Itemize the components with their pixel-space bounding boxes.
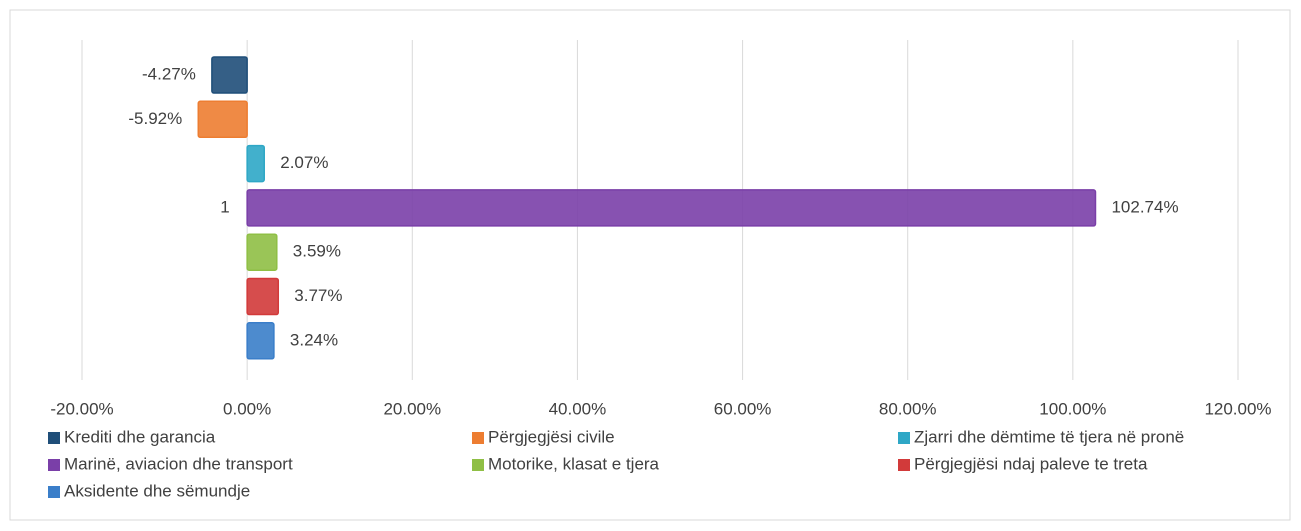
legend-swatch (48, 459, 60, 471)
x-tick-label: 80.00% (879, 399, 937, 418)
data-label: 3.77% (294, 286, 342, 305)
legend-label: Marinë, aviacion dhe transport (64, 454, 293, 473)
bar (246, 277, 280, 316)
y-tick-label: 1 (220, 197, 229, 216)
legend-swatch (472, 459, 484, 471)
bar (246, 233, 278, 271)
bar (197, 100, 248, 139)
x-tick-label: 120.00% (1204, 399, 1271, 418)
x-tick-label: 60.00% (714, 399, 772, 418)
legend-label: Zjarri dhe dëmtime të tjera në pronë (914, 427, 1184, 446)
legend-label: Aksidente dhe sëmundje (64, 481, 250, 500)
legend-swatch (48, 486, 60, 498)
data-label: -5.92% (128, 109, 182, 128)
legend-swatch (898, 432, 910, 444)
legend-label: Krediti dhe garancia (64, 427, 216, 446)
data-label: 3.59% (293, 242, 341, 261)
data-label: 2.07% (280, 153, 328, 172)
x-tick-label: -20.00% (50, 399, 113, 418)
legend-label: Përgjegjësi civile (488, 427, 615, 446)
data-label: 102.74% (1111, 197, 1178, 216)
data-label: 3.24% (290, 330, 338, 349)
data-label: -4.27% (142, 64, 196, 83)
x-tick-label: 40.00% (549, 399, 607, 418)
legend-swatch (472, 432, 484, 444)
bar (246, 144, 265, 183)
bar (246, 189, 1097, 227)
x-tick-label: 20.00% (383, 399, 441, 418)
chart-frame (9, 9, 1291, 521)
x-tick-label: 100.00% (1039, 399, 1106, 418)
bar (246, 322, 275, 360)
legend-swatch (48, 432, 60, 444)
legend-label: Motorike, klasat e tjera (488, 454, 660, 473)
x-tick-label: 0.00% (223, 399, 271, 418)
legend-swatch (898, 459, 910, 471)
bar (211, 56, 248, 94)
legend-label: Përgjegjësi ndaj paleve te treta (914, 454, 1148, 473)
